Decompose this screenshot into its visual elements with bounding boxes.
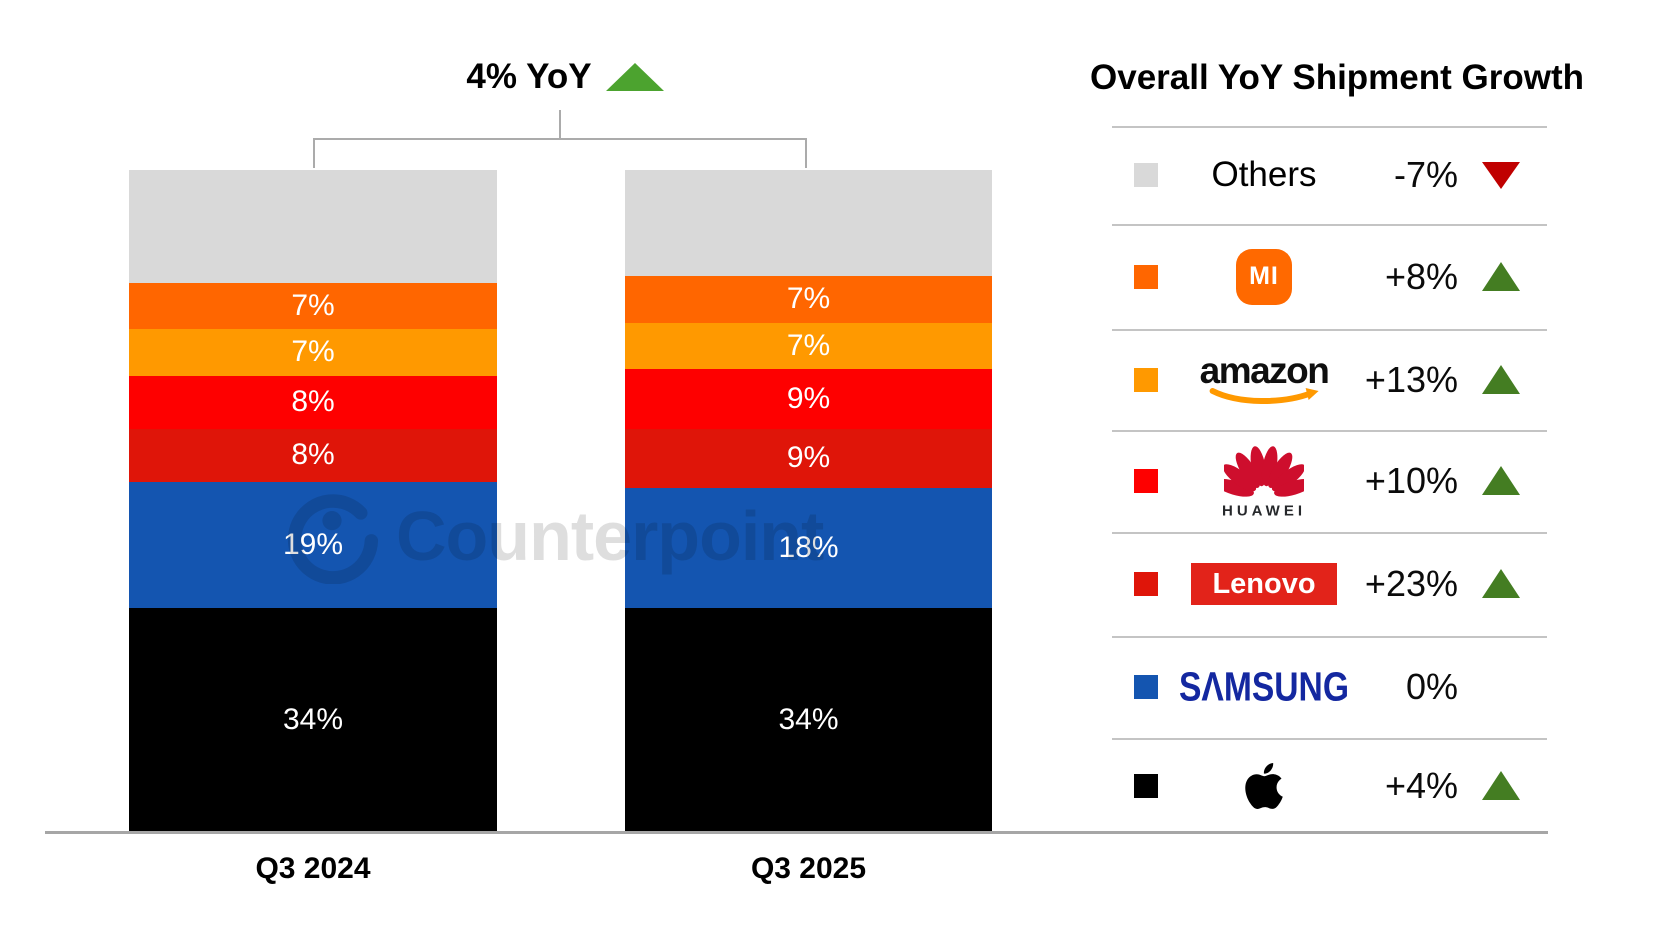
lenovo-wordmark: Lenovo — [1191, 563, 1337, 605]
legend-divider — [1112, 532, 1547, 534]
up-triangle-icon — [1482, 364, 1520, 394]
growth-value-others: -7% — [1393, 154, 1458, 195]
brand-swatch-amazon — [1134, 367, 1158, 392]
bar-q3-2025: 34% 18% 9% 9% 7% 7% — [625, 170, 992, 833]
segment-apple-q3-2025: 34% — [625, 607, 992, 833]
legend-divider — [1112, 329, 1547, 331]
up-triangle-icon — [1482, 466, 1520, 495]
amazon-wordmark: amazon — [1200, 352, 1330, 406]
others-text: Others — [1211, 155, 1317, 194]
samsung-wordmark: SΛMSUNG — [1179, 663, 1349, 710]
legend-title: Overall YoY Shipment Growth — [1090, 58, 1584, 97]
mi-logo: MI — [1236, 248, 1292, 305]
segment-value-label: 7% — [291, 288, 335, 322]
legend-divider — [1112, 430, 1547, 432]
x-label-q3-2024: Q3 2024 — [255, 852, 371, 885]
growth-value-xiaomi: +8% — [1384, 255, 1458, 297]
legend-divider — [1112, 126, 1547, 128]
segment-value-label: 7% — [786, 328, 831, 362]
others-label: Others — [1211, 155, 1316, 195]
growth-annotation: 4% YoY — [390, 52, 740, 102]
legend-row-amazon: amazon +13% — [1112, 329, 1548, 430]
growth-direction-lenovo — [1482, 569, 1520, 599]
segment-value-label: 19% — [282, 527, 344, 561]
bracket-stem — [559, 110, 561, 139]
segment-huawei-q3-2024: 8% — [129, 375, 497, 429]
apple-logo — [1241, 760, 1287, 812]
huawei-flower-icon — [1224, 446, 1304, 497]
growth-value-lenovo: +23% — [1364, 563, 1458, 604]
down-triangle-icon — [1482, 162, 1520, 189]
segment-value-label: 8% — [291, 385, 335, 419]
segment-huawei-q3-2025: 9% — [625, 368, 992, 429]
growth-direction-others — [1482, 160, 1520, 190]
up-triangle-icon — [1482, 261, 1520, 291]
segment-lenovo-q3-2025: 9% — [625, 428, 992, 489]
segment-value-label: 9% — [786, 381, 831, 415]
brand-swatch-others — [1134, 163, 1158, 187]
segment-value-label: 34% — [282, 703, 344, 737]
brand-swatch-xiaomi — [1134, 264, 1158, 289]
segment-lenovo-q3-2024: 8% — [129, 428, 497, 482]
segment-amazon-q3-2024: 7% — [129, 329, 497, 376]
segment-amazon-q3-2025: 7% — [625, 322, 992, 369]
segment-samsung-q3-2025: 18% — [625, 488, 992, 608]
growth-direction-xiaomi — [1482, 261, 1520, 292]
segment-value-label: 7% — [291, 335, 335, 369]
bracket-tick-right — [805, 138, 807, 168]
xiaomi-mi-icon: MI — [1236, 248, 1292, 305]
huawei-logo: HUAWEI — [1222, 443, 1306, 520]
segment-apple-q3-2024: 34% — [129, 607, 497, 833]
up-triangle-icon — [1482, 770, 1520, 800]
segment-value-label: 8% — [291, 438, 335, 472]
legend-divider — [1112, 738, 1547, 740]
growth-direction-huawei — [1482, 466, 1520, 496]
growth-value-amazon: +13% — [1364, 358, 1458, 400]
segment-xiaomi-q3-2024: 7% — [129, 282, 497, 330]
legend-divider — [1112, 224, 1547, 226]
growth-value-samsung: 0% — [1405, 666, 1458, 707]
legend-row-others: Others -7% — [1112, 126, 1548, 224]
growth-value-huawei: +10% — [1364, 460, 1458, 501]
legend-row-xiaomi: MI +8% — [1112, 224, 1548, 329]
legend-divider — [1112, 636, 1547, 638]
brand-swatch-apple — [1134, 773, 1158, 798]
growth-direction-apple — [1482, 770, 1520, 801]
x-label-q3-2025: Q3 2025 — [750, 852, 867, 885]
legend-row-apple: +4% — [1112, 738, 1548, 833]
segment-samsung-q3-2024: 19% — [129, 481, 497, 608]
up-triangle-icon — [1482, 569, 1520, 598]
segment-others-q3-2024 — [129, 170, 497, 283]
legend-row-lenovo: Lenovo +23% — [1112, 532, 1548, 636]
segment-xiaomi-q3-2025: 7% — [625, 276, 992, 323]
growth-value-apple: +4% — [1384, 764, 1458, 806]
brand-swatch-samsung — [1134, 675, 1158, 699]
segment-value-label: 18% — [778, 530, 839, 564]
lenovo-logo: Lenovo — [1191, 563, 1337, 605]
axis-baseline — [45, 831, 1548, 834]
legend-row-samsung: SΛMSUNG 0% — [1112, 636, 1548, 738]
growth-direction-amazon — [1482, 364, 1520, 395]
segment-value-label: 34% — [778, 703, 839, 737]
segment-others-q3-2025 — [625, 170, 992, 277]
apple-icon — [1245, 762, 1283, 809]
bracket-horizontal — [313, 138, 807, 140]
samsung-logo: SΛMSUNG — [1160, 664, 1367, 711]
segment-value-label: 7% — [786, 282, 831, 316]
amazon-logo: amazon — [1200, 352, 1330, 406]
segment-value-label: 9% — [786, 441, 831, 475]
legend-row-huawei: HUAWEI +10% — [1112, 430, 1548, 532]
bar-q3-2024: 34% 19% 8% 8% 7% 7% — [129, 170, 497, 833]
brand-swatch-huawei — [1134, 469, 1158, 493]
amazon-smile-icon — [1209, 387, 1319, 404]
brand-swatch-lenovo — [1134, 572, 1158, 596]
up-triangle-icon — [605, 63, 664, 91]
chart-title: 4% YoY — [466, 57, 592, 96]
bracket-tick-left — [313, 138, 315, 168]
